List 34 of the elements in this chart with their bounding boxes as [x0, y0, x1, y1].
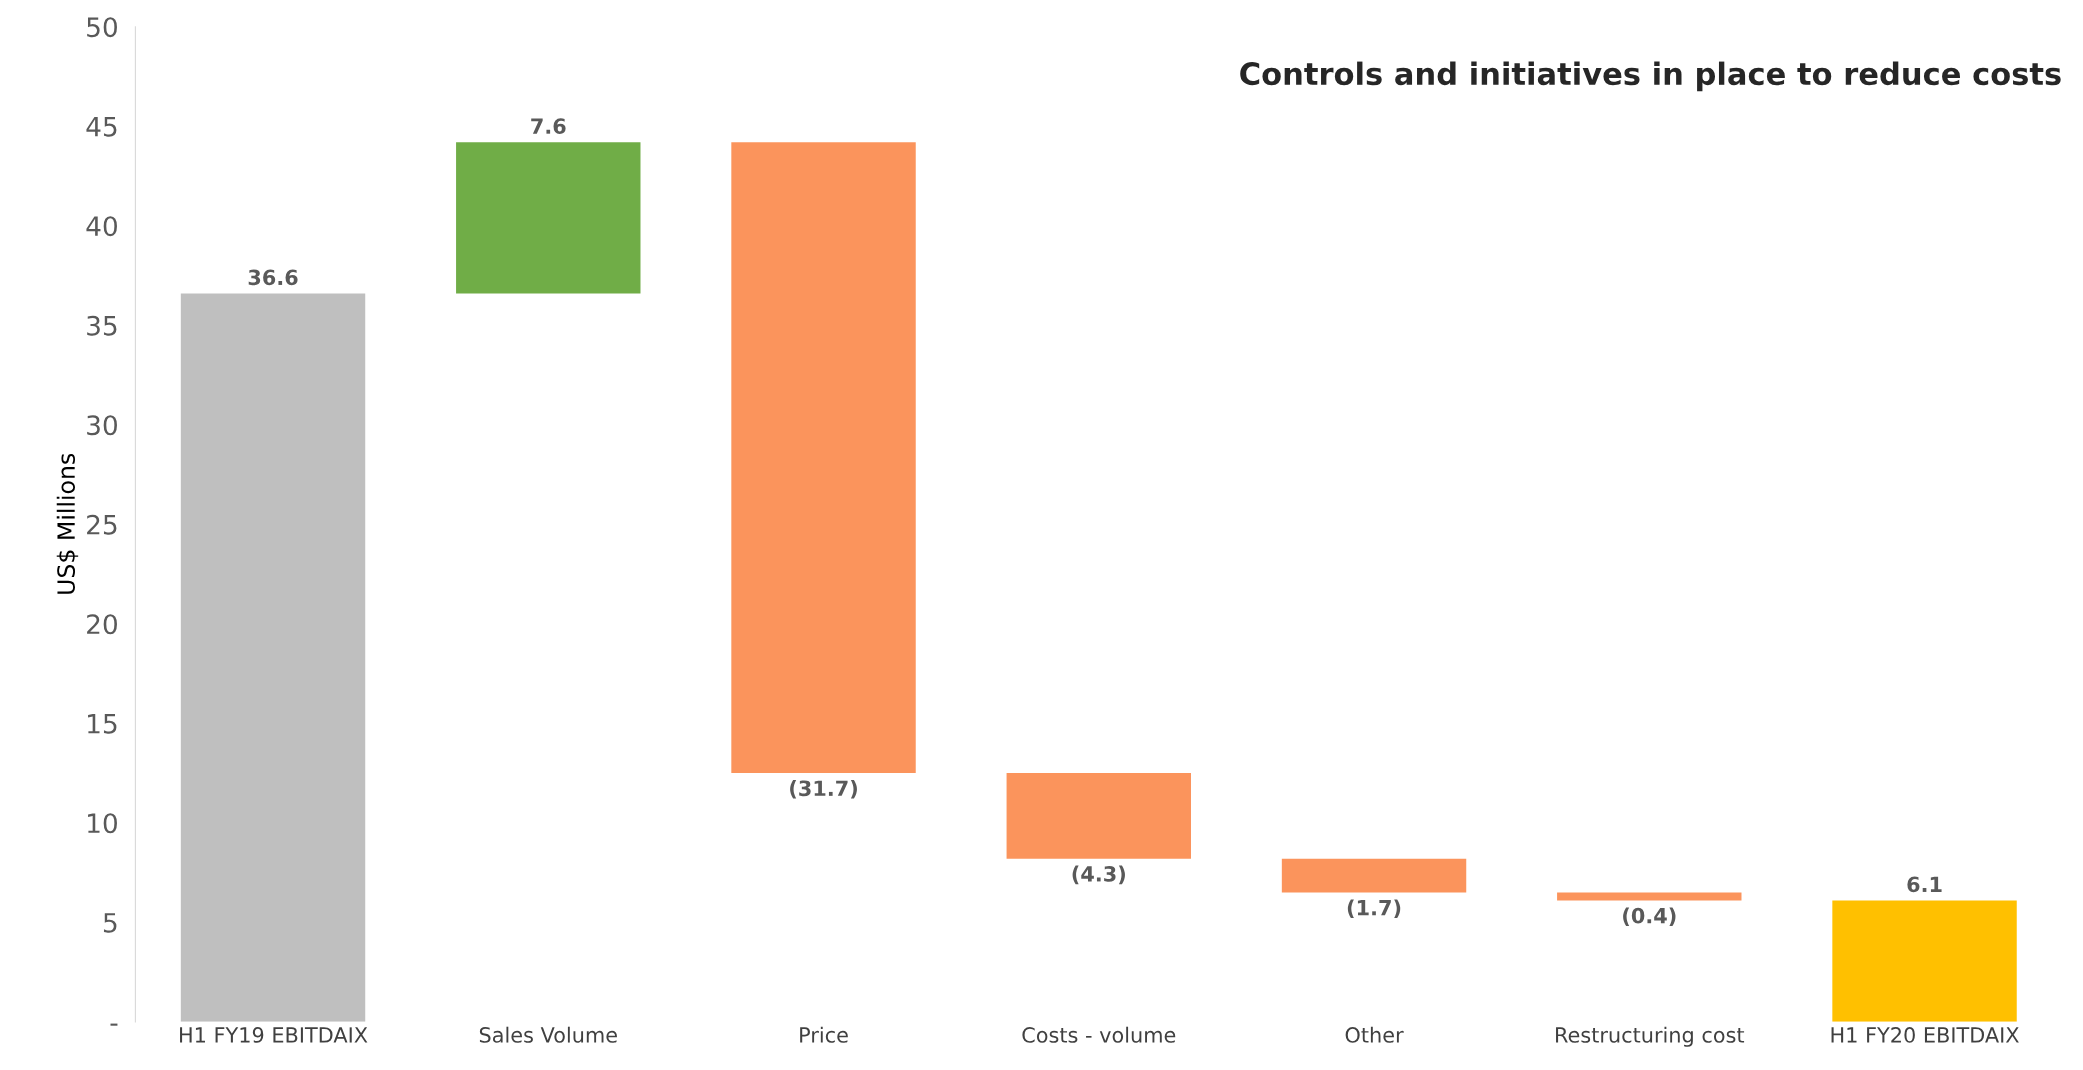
y-tick-label: 15: [88, 714, 117, 734]
bar: [1281, 858, 1467, 893]
data-label: 7.6: [531, 118, 566, 134]
x-tick-label: H1 FY20 EBITDAIX: [1831, 1027, 2019, 1043]
y-tick-label: 20: [87, 614, 117, 635]
y-tick-label: 35: [87, 315, 117, 336]
y-tick-label: 30: [87, 415, 117, 436]
data-label: 36.6: [248, 269, 298, 286]
y-tick-label: 5: [103, 913, 117, 933]
bar: [731, 142, 916, 774]
x-tick-label: Other: [1345, 1026, 1404, 1043]
y-tick-label: 45: [86, 117, 117, 137]
bar: [1832, 900, 2017, 1022]
data-label: (0.4): [1623, 907, 1676, 926]
bar: [1006, 773, 1191, 859]
data-label: (31.7): [790, 780, 857, 799]
data-label: (4.3): [1072, 865, 1125, 885]
x-tick-label: Costs - volume: [1022, 1026, 1176, 1043]
x-tick-label: Sales Volume: [479, 1026, 617, 1043]
y-tick-label: 40: [86, 216, 117, 237]
data-label: 6.1: [1907, 876, 1942, 893]
x-tick-label: H1 FY19 EBITDAIX: [180, 1027, 368, 1043]
data-label: (1.7): [1347, 899, 1401, 919]
bar: [1557, 892, 1742, 901]
y-tick-label: 10: [88, 813, 117, 834]
y-tick-label: 50: [87, 17, 117, 38]
bar: [456, 142, 641, 294]
y-axis-title: US$ Millions: [56, 453, 79, 594]
x-tick-label: Restructuring cost: [1556, 1026, 1745, 1047]
y-tick-label: -: [110, 1023, 118, 1026]
text: Controls and initiatives in place to reduce costs: [1240, 61, 2061, 92]
bar: [180, 293, 366, 1022]
y-tick-label: 25: [87, 514, 117, 535]
x-tick-label: Price: [800, 1026, 848, 1043]
